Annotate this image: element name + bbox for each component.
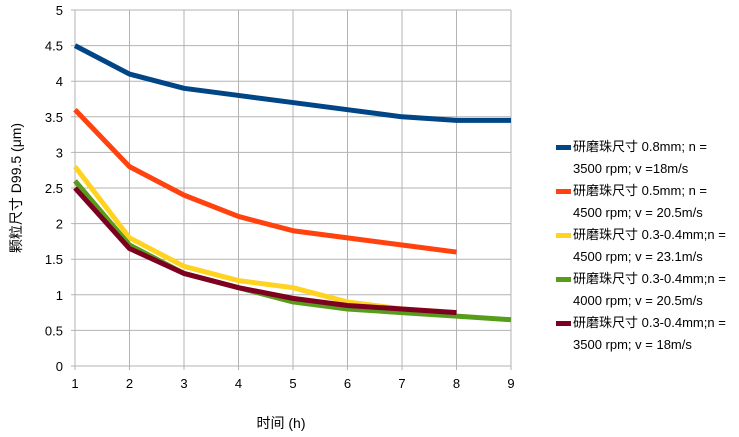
grid xyxy=(71,9,512,370)
legend-label: 4500 rpm; v = 23.1m/s xyxy=(573,249,703,264)
x-tick-label: 4 xyxy=(235,376,242,391)
y-tick-label: 3 xyxy=(56,145,63,160)
y-tick-label: 5 xyxy=(56,3,63,18)
legend-swatch xyxy=(556,233,571,238)
tick-labels: 0 0.5 1 1.5 2 2.5 3 3.5 4 4.5 5 1 2 3 4 5 6 7 8 9 xyxy=(45,3,515,391)
legend-swatch xyxy=(556,321,571,326)
x-tick-label: 8 xyxy=(453,376,460,391)
legend-label: 3500 rpm; v =18m/s xyxy=(573,161,689,176)
y-tick-label: 0 xyxy=(56,359,63,374)
x-tick-label: 5 xyxy=(289,376,296,391)
x-tick-label: 3 xyxy=(180,376,187,391)
legend-swatch xyxy=(556,145,571,150)
legend-item: 研磨珠尺寸 0.5mm; n = 4500 rpm; v = 20.5m/s xyxy=(553,180,739,224)
y-tick-label: 0.5 xyxy=(45,323,63,338)
legend-item: 研磨珠尺寸 0.3-0.4mm;n = 3500 rpm; v = 18m/s xyxy=(553,312,739,356)
legend-label: 4000 rpm; v = 20.5m/s xyxy=(573,293,703,308)
x-tick-label: 6 xyxy=(344,376,351,391)
legend-label: 4500 rpm; v = 20.5m/s xyxy=(573,205,703,220)
legend-label: 3500 rpm; v = 18m/s xyxy=(573,337,692,352)
x-tick-label: 2 xyxy=(126,376,133,391)
legend-item: 研磨珠尺寸 0.8mm; n = 3500 rpm; v =18m/s xyxy=(553,136,739,180)
y-tick-label: 4.5 xyxy=(45,39,63,54)
series-lines xyxy=(73,43,512,323)
legend: 研磨珠尺寸 0.8mm; n = 3500 rpm; v =18m/s 研磨珠尺寸… xyxy=(553,136,739,356)
legend-label: 研磨珠尺寸 0.5mm; n = xyxy=(573,183,707,198)
series-line-4 xyxy=(73,186,457,316)
legend-label: 研磨珠尺寸 0.8mm; n = xyxy=(573,139,707,154)
y-tick-label: 1 xyxy=(56,288,63,303)
legend-swatch xyxy=(556,277,571,282)
x-tick-label: 9 xyxy=(507,376,514,391)
x-tick-label: 7 xyxy=(398,376,405,391)
legend-swatch xyxy=(556,189,571,194)
y-axis-title: 颗粒尺寸 D99.5 (μm) xyxy=(8,123,24,253)
series-line-0 xyxy=(73,43,511,123)
legend-item: 研磨珠尺寸 0.3-0.4mm;n = 4500 rpm; v = 23.1m/s xyxy=(553,224,739,268)
y-tick-label: 4 xyxy=(56,74,63,89)
y-tick-label: 2 xyxy=(56,217,63,232)
y-tick-label: 1.5 xyxy=(45,252,63,267)
x-tick-label: 1 xyxy=(71,376,78,391)
legend-label: 研磨珠尺寸 0.3-0.4mm;n = xyxy=(573,315,726,330)
legend-label: 研磨珠尺寸 0.3-0.4mm;n = xyxy=(573,271,726,286)
series-line-1 xyxy=(73,107,457,255)
y-tick-label: 3.5 xyxy=(45,110,63,125)
y-tick-label: 2.5 xyxy=(45,181,63,196)
legend-label: 研磨珠尺寸 0.3-0.4mm;n = xyxy=(573,227,726,242)
x-axis-title: 时间 (h) xyxy=(257,415,306,431)
legend-item: 研磨珠尺寸 0.3-0.4mm;n = 4000 rpm; v = 20.5m/s xyxy=(553,268,739,312)
